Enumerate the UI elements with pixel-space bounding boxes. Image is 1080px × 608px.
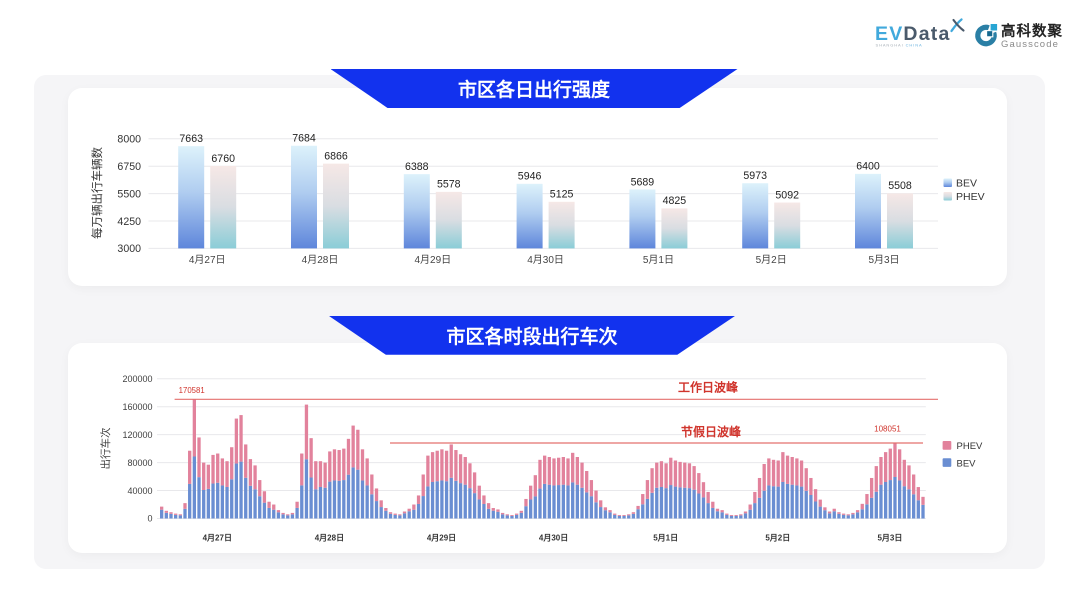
svg-text:8000: 8000	[117, 134, 141, 146]
svg-text:5月1日: 5月1日	[643, 254, 674, 266]
svg-text:4月28日: 4月28日	[315, 534, 344, 543]
svg-text:40000: 40000	[127, 486, 152, 496]
svg-text:4月30日: 4月30日	[539, 534, 568, 543]
svg-text:6760: 6760	[211, 153, 235, 165]
svg-text:4825: 4825	[663, 195, 687, 207]
svg-text:每万辆出行车辆数: 每万辆出行车辆数	[90, 147, 104, 239]
svg-text:5578: 5578	[437, 179, 461, 191]
svg-text:SHANGHAI CHINA: SHANGHAI CHINA	[876, 43, 923, 48]
svg-text:5973: 5973	[743, 170, 767, 182]
svg-text:6866: 6866	[324, 150, 348, 162]
svg-text:6400: 6400	[856, 161, 880, 173]
svg-text:5508: 5508	[888, 180, 912, 192]
svg-text:7663: 7663	[179, 133, 203, 145]
svg-text:5092: 5092	[775, 189, 799, 201]
svg-text:200000: 200000	[122, 374, 152, 384]
svg-text:BEV: BEV	[956, 178, 977, 190]
svg-text:5946: 5946	[518, 171, 542, 183]
svg-text:出行车次: 出行车次	[99, 427, 112, 469]
svg-text:0: 0	[147, 514, 152, 524]
svg-text:PHEV: PHEV	[957, 441, 984, 452]
svg-text:BEV: BEV	[957, 458, 977, 469]
svg-text:5月3日: 5月3日	[868, 254, 899, 266]
svg-text:高科数聚: 高科数聚	[1001, 22, 1063, 40]
svg-text:6750: 6750	[117, 161, 141, 173]
svg-text:EVData: EVData	[875, 23, 951, 45]
svg-text:5月2日: 5月2日	[765, 534, 790, 543]
svg-text:5月2日: 5月2日	[756, 254, 787, 266]
svg-text:5500: 5500	[117, 188, 141, 200]
svg-text:120000: 120000	[122, 430, 152, 440]
svg-text:7684: 7684	[292, 133, 316, 145]
svg-text:6388: 6388	[405, 161, 429, 173]
svg-text:4月30日: 4月30日	[527, 254, 564, 266]
svg-text:160000: 160000	[122, 402, 152, 412]
svg-text:节假日波峰: 节假日波峰	[681, 424, 742, 439]
svg-text:4月29日: 4月29日	[427, 534, 456, 543]
svg-text:5125: 5125	[550, 189, 574, 201]
svg-text:工作日波峰: 工作日波峰	[678, 380, 739, 395]
svg-text:5月3日: 5月3日	[877, 534, 902, 543]
svg-text:4月29日: 4月29日	[414, 254, 451, 266]
svg-text:4250: 4250	[117, 216, 141, 228]
svg-text:80000: 80000	[127, 458, 152, 468]
svg-text:5689: 5689	[631, 176, 655, 188]
svg-text:4月27日: 4月27日	[203, 534, 232, 543]
svg-text:5月1日: 5月1日	[653, 534, 678, 543]
svg-text:PHEV: PHEV	[956, 191, 985, 203]
svg-text:170581: 170581	[179, 386, 205, 395]
svg-text:4月27日: 4月27日	[189, 254, 226, 266]
svg-text:3000: 3000	[117, 243, 141, 255]
svg-text:108051: 108051	[874, 425, 901, 434]
svg-text:Gausscode: Gausscode	[1001, 39, 1059, 50]
svg-text:4月28日: 4月28日	[302, 254, 339, 266]
